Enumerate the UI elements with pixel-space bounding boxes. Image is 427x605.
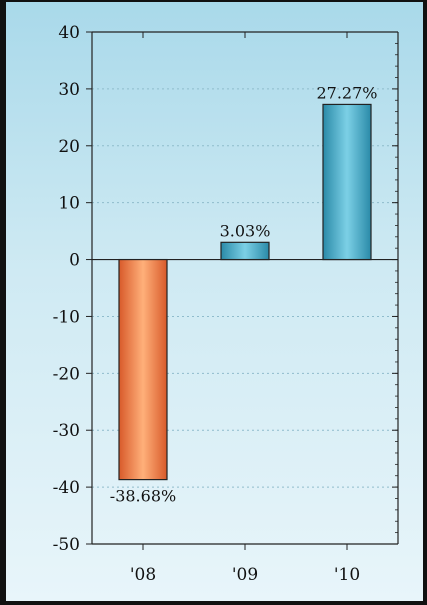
data-label: 3.03%	[220, 221, 271, 240]
y-tick-label: 40	[58, 23, 80, 43]
y-tick-label: -20	[53, 364, 80, 384]
bar-2	[322, 103, 372, 261]
y-tick-label: -40	[53, 478, 80, 498]
y-tick-label: -50	[53, 535, 80, 555]
bar-1	[220, 241, 270, 261]
bar-0	[118, 258, 168, 481]
y-tick-label: 10	[58, 194, 80, 214]
data-label: -38.68%	[110, 487, 176, 506]
y-tick-label: 0	[69, 251, 80, 271]
x-tick-label: '08	[130, 565, 156, 585]
y-tick-label: 20	[58, 137, 80, 157]
y-tick-label: 30	[58, 80, 80, 100]
bars	[118, 103, 372, 481]
data-label: 27.27%	[316, 83, 377, 102]
x-tick-label: '09	[232, 565, 258, 585]
y-tick-label: -10	[53, 307, 80, 327]
labels: 40 30 20 10 0 -10 -20 -30 -40 -50 -38.68% '08 3.03% '…	[53, 23, 378, 585]
x-tick-label: '10	[334, 565, 360, 585]
y-tick-label: -30	[53, 421, 80, 441]
